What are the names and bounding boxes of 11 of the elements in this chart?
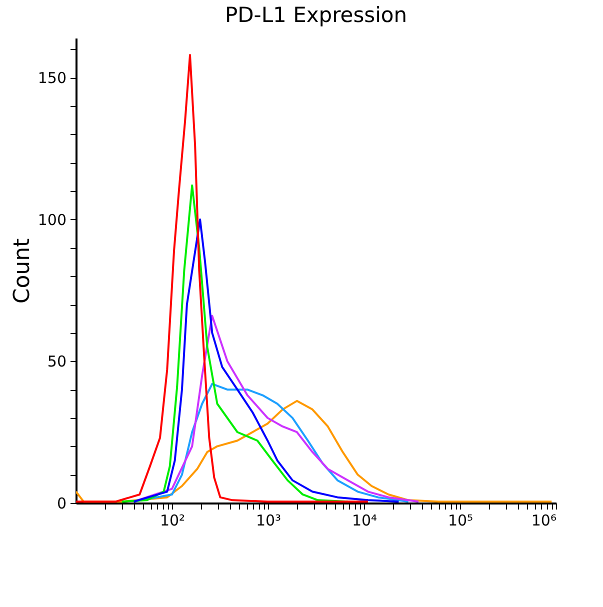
x-tick-label: 10⁵ bbox=[448, 512, 474, 530]
y-tick-label: 50 bbox=[47, 352, 66, 371]
y-tick-label: 100 bbox=[38, 210, 66, 229]
x-tick-label: 10⁴ bbox=[352, 512, 378, 530]
y-tick-label: 150 bbox=[38, 69, 66, 88]
x-tick-label: 10² bbox=[160, 512, 186, 530]
x-tick-label: 10⁶ bbox=[531, 512, 556, 530]
y-axis-title: Count bbox=[10, 238, 35, 304]
x-tick-label: 10³ bbox=[256, 512, 282, 530]
chart-title: PD-L1 Expression bbox=[224, 3, 408, 27]
y-tick-label: 0 bbox=[56, 494, 66, 512]
